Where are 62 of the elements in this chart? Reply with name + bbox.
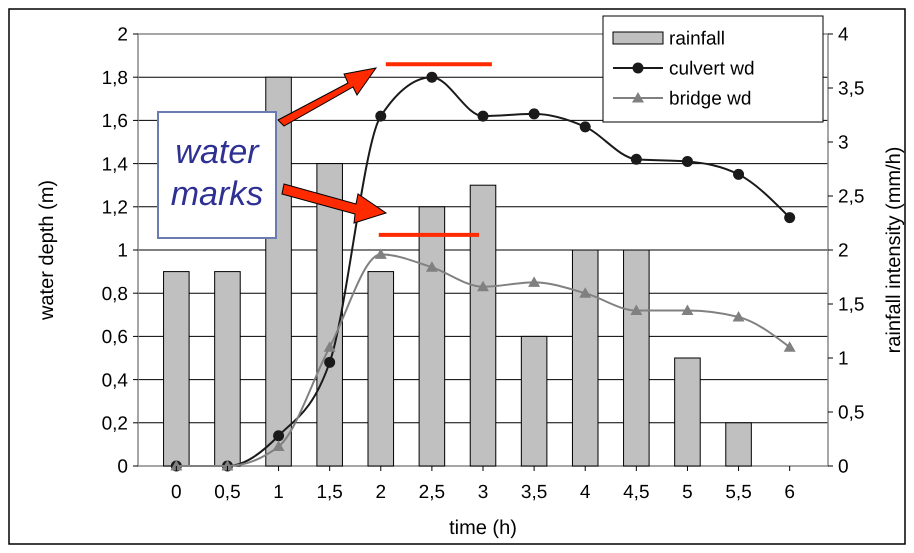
point [681, 304, 694, 315]
y-axis-title: water depth (m) [36, 180, 58, 322]
y-tick-label: 0,8 [102, 284, 128, 305]
point [426, 261, 438, 272]
point [579, 287, 592, 298]
point [375, 110, 386, 122]
point [477, 280, 489, 292]
y-tick-label: 1,6 [102, 111, 128, 132]
x-tick-label: 1 [273, 482, 284, 503]
point [374, 248, 387, 259]
y2-axis-title: rainfall intensity (mm/h) [883, 146, 905, 354]
y-tick-label: 0 [117, 456, 128, 478]
y2-tick-label: 2,5 [838, 186, 864, 208]
y2-tick-label: 2 [838, 240, 849, 262]
legend-label: culvert wd [669, 58, 755, 80]
point [324, 356, 336, 368]
y-tick-label: 1 [117, 240, 128, 262]
x-tick-label: 1,5 [316, 482, 343, 503]
legend-label: rainfall [669, 28, 725, 50]
x-tick-label: 4 [580, 482, 591, 503]
point [733, 168, 744, 180]
y-tick-label: 1,8 [102, 68, 128, 89]
point [528, 276, 540, 287]
y-tick-label: 0,4 [102, 370, 128, 392]
x-tick-label: 3,5 [520, 482, 548, 503]
point [273, 430, 284, 442]
point [732, 310, 745, 322]
point [630, 154, 642, 165]
point [784, 341, 796, 352]
x-tick-label: 2 [375, 482, 386, 503]
point [272, 440, 285, 452]
y2-tick-label: 1 [838, 348, 849, 370]
x-tick-label: 3 [478, 482, 488, 503]
x-tick-label: 5 [682, 482, 693, 503]
x-tick-label: 2,5 [418, 482, 446, 503]
x-tick-label: 0,5 [214, 482, 241, 503]
point [528, 108, 540, 120]
annotation: water marks [170, 133, 264, 213]
y-tick-label: 1,2 [102, 197, 128, 218]
x-tick-label: 5,5 [725, 482, 752, 503]
x-tick-label: 4,5 [623, 482, 650, 503]
y-tick-label: 0,6 [102, 327, 128, 348]
y2-tick-label: 0,5 [838, 402, 864, 424]
point [630, 304, 642, 315]
point [682, 156, 693, 167]
x-tick-label: 6 [784, 482, 795, 503]
y-tick-label: 0,2 [102, 413, 128, 434]
point [580, 121, 591, 132]
y-tick-label: 1,4 [102, 154, 128, 176]
x-axis-title: time (h) [449, 517, 517, 539]
y2-tick-label: 4 [838, 24, 849, 46]
point [784, 212, 796, 224]
y2-tick-label: 3,5 [838, 78, 864, 100]
y2-tick-label: 3 [838, 132, 849, 154]
y2-tick-label: 0 [838, 456, 849, 478]
y-tick-label: 2 [117, 24, 128, 46]
point [478, 110, 488, 122]
y2-tick-label: 1,5 [838, 294, 864, 316]
legend-label: bridge wd [669, 88, 752, 110]
x-tick-label: 0 [171, 482, 182, 503]
point [426, 72, 438, 83]
point [324, 341, 336, 352]
